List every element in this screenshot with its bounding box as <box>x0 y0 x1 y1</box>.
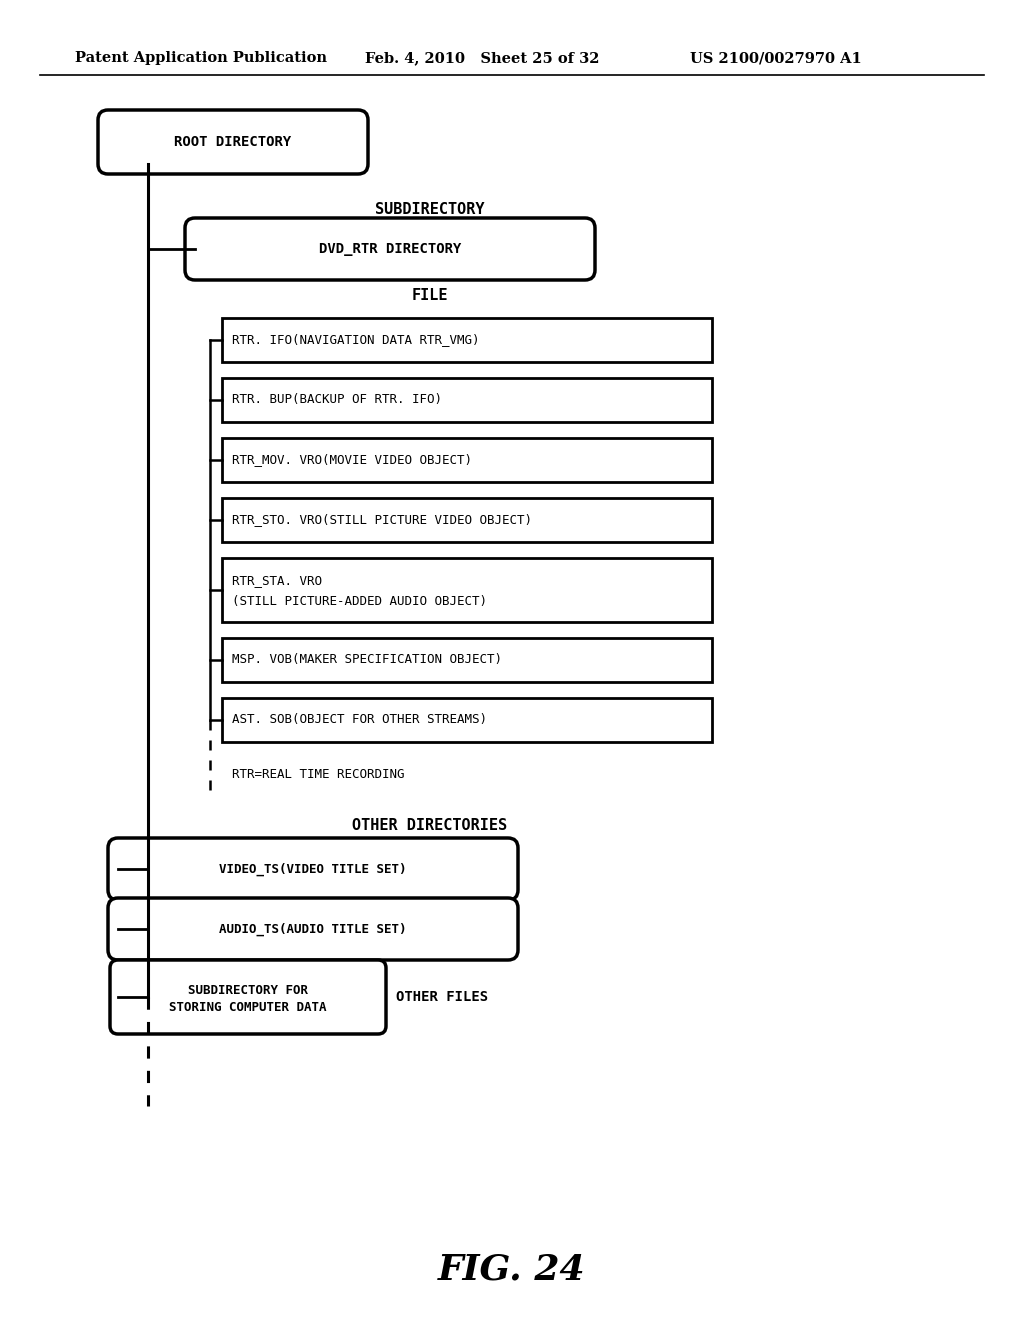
FancyBboxPatch shape <box>98 110 368 174</box>
FancyBboxPatch shape <box>185 218 595 280</box>
Text: RTR=REAL TIME RECORDING: RTR=REAL TIME RECORDING <box>232 768 404 781</box>
Text: SUBDIRECTORY FOR: SUBDIRECTORY FOR <box>188 983 308 997</box>
Text: ROOT DIRECTORY: ROOT DIRECTORY <box>174 135 292 149</box>
FancyBboxPatch shape <box>222 498 712 543</box>
Text: AST. SOB(OBJECT FOR OTHER STREAMS): AST. SOB(OBJECT FOR OTHER STREAMS) <box>232 714 487 726</box>
Text: Feb. 4, 2010   Sheet 25 of 32: Feb. 4, 2010 Sheet 25 of 32 <box>365 51 599 65</box>
Text: RTR_STA. VRO: RTR_STA. VRO <box>232 574 322 587</box>
Text: RTR_STO. VRO(STILL PICTURE VIDEO OBJECT): RTR_STO. VRO(STILL PICTURE VIDEO OBJECT) <box>232 513 532 527</box>
FancyBboxPatch shape <box>222 318 712 362</box>
FancyBboxPatch shape <box>222 378 712 422</box>
FancyBboxPatch shape <box>108 898 518 960</box>
FancyBboxPatch shape <box>108 838 518 900</box>
Text: OTHER DIRECTORIES: OTHER DIRECTORIES <box>352 818 508 833</box>
Text: STORING COMPUTER DATA: STORING COMPUTER DATA <box>169 1001 327 1014</box>
FancyBboxPatch shape <box>222 698 712 742</box>
Text: RTR. IFO(NAVIGATION DATA RTR_VMG): RTR. IFO(NAVIGATION DATA RTR_VMG) <box>232 334 479 346</box>
Text: VIDEO_TS(VIDEO TITLE SET): VIDEO_TS(VIDEO TITLE SET) <box>219 862 407 875</box>
FancyBboxPatch shape <box>222 438 712 482</box>
FancyBboxPatch shape <box>222 638 712 682</box>
Text: SUBDIRECTORY: SUBDIRECTORY <box>375 202 484 218</box>
FancyBboxPatch shape <box>222 558 712 622</box>
Text: Patent Application Publication: Patent Application Publication <box>75 51 327 65</box>
Text: DVD_RTR DIRECTORY: DVD_RTR DIRECTORY <box>318 242 461 256</box>
Text: OTHER FILES: OTHER FILES <box>396 990 488 1005</box>
Text: FILE: FILE <box>412 288 449 302</box>
Text: FIG. 24: FIG. 24 <box>438 1253 586 1287</box>
Text: RTR. BUP(BACKUP OF RTR. IFO): RTR. BUP(BACKUP OF RTR. IFO) <box>232 393 442 407</box>
Text: (STILL PICTURE-ADDED AUDIO OBJECT): (STILL PICTURE-ADDED AUDIO OBJECT) <box>232 595 487 609</box>
FancyBboxPatch shape <box>110 960 386 1034</box>
Text: US 2100/0027970 A1: US 2100/0027970 A1 <box>690 51 862 65</box>
Text: AUDIO_TS(AUDIO TITLE SET): AUDIO_TS(AUDIO TITLE SET) <box>219 923 407 936</box>
Text: MSP. VOB(MAKER SPECIFICATION OBJECT): MSP. VOB(MAKER SPECIFICATION OBJECT) <box>232 653 502 667</box>
Text: RTR_MOV. VRO(MOVIE VIDEO OBJECT): RTR_MOV. VRO(MOVIE VIDEO OBJECT) <box>232 454 472 466</box>
